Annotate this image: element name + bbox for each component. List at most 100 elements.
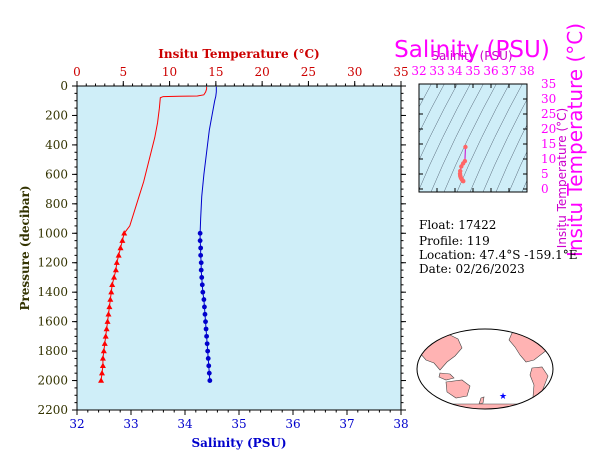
density-contour — [469, 84, 523, 192]
temperature-marker — [99, 355, 106, 361]
ts-point — [463, 144, 468, 150]
salinity-marker — [201, 297, 207, 302]
pressure-tick-label: 2000 — [37, 374, 68, 388]
float-info: Float: 17422 Profile: 119 Location: 47.4… — [419, 218, 577, 276]
ts-temperature-title-small: Insitu Temperature (°C) — [555, 108, 569, 248]
temperature-marker — [111, 274, 118, 280]
pressure-tick-label: 0 — [60, 79, 68, 93]
ts-salinity-title-small: Salinity (PSU) — [431, 49, 512, 63]
profile-chart: 0 5 10 15 20 25 30 35 32 33 34 35 36 37 38 0 200 400 600… — [18, 47, 409, 450]
float-location: Location: 47.4°S -159.1°E — [419, 248, 577, 262]
salinity-axis-title: Salinity (PSU) — [191, 436, 286, 450]
pressure-tick-label: 600 — [45, 167, 68, 181]
temperature-tick-label: 10 — [162, 65, 177, 79]
temperature-axis-title: Insitu Temperature (°C) — [158, 47, 319, 61]
temperature-tick-labels: 0 5 10 15 20 25 30 35 — [73, 65, 408, 79]
ts-temperature-tick-label: 15 — [541, 137, 556, 151]
salinity-marker — [198, 260, 204, 266]
salinity-marker — [200, 289, 206, 295]
density-contour — [482, 98, 527, 192]
salinity-marker — [205, 348, 211, 354]
ts-point — [461, 179, 466, 184]
salinity-marker — [199, 282, 205, 288]
temperature-marker — [112, 266, 119, 273]
salinity-marker — [204, 333, 210, 339]
map-outline — [416, 328, 554, 410]
profile-date: Date: 02/26/2023 — [419, 262, 525, 276]
salinity-marker — [198, 245, 204, 251]
temperature-marker — [98, 377, 105, 383]
temperature-marker — [107, 296, 114, 302]
ts-temperature-tick-label: 25 — [541, 107, 556, 121]
density-contour — [430, 84, 484, 192]
salinity-tick-label: 36 — [285, 417, 300, 431]
temperature-tick-label: 0 — [73, 65, 81, 79]
ts-salinity-tick-label: 38 — [519, 64, 534, 78]
salinity-marker — [206, 363, 212, 369]
pressure-tick-label: 1800 — [37, 344, 68, 358]
ts-point — [459, 164, 464, 169]
pressure-tick-label: 1000 — [37, 226, 68, 240]
temperature-marker — [101, 340, 108, 346]
salinity-marker — [205, 356, 211, 361]
density-contour — [495, 124, 527, 192]
ts-series — [457, 144, 468, 184]
salinity-marker — [203, 326, 209, 332]
temperature-marker — [100, 347, 107, 354]
ts-plot-area — [419, 84, 527, 192]
salinity-tick-label: 34 — [177, 417, 193, 431]
ts-salinity-title: Salinity (PSU) — [394, 37, 550, 63]
float-position-marker: ★ — [499, 392, 507, 402]
pressure-tick-label: 2200 — [37, 403, 68, 417]
pressure-tick-label: 400 — [45, 138, 68, 152]
temperature-tick-label: 5 — [119, 65, 127, 79]
salinity-marker — [206, 370, 212, 376]
temperature-tick-label: 15 — [208, 65, 223, 79]
temperature-tick-label: 30 — [347, 65, 362, 79]
salinity-marker — [202, 304, 207, 310]
ts-temperature-tick-label: 30 — [541, 92, 556, 106]
density-contour — [508, 150, 527, 192]
ts-temperature-title: Insitu Temperature (°C) — [563, 23, 587, 257]
density-contours — [419, 84, 527, 192]
ts-plot-frame — [418, 83, 528, 193]
salinity-marker — [199, 275, 205, 280]
pressure-axis-title: Pressure (decibar) — [18, 185, 32, 310]
ts-temperature-tick-label: 35 — [541, 77, 556, 91]
ts-salinity-tick-label: 32 — [411, 64, 426, 78]
temperature-marker — [103, 325, 110, 332]
density-contour — [419, 84, 458, 161]
salinity-tick-label: 38 — [393, 417, 408, 431]
float-id: Float: 17422 — [419, 218, 496, 232]
pressure-tick-label: 1400 — [37, 285, 68, 299]
salinity-tick-label: 37 — [339, 417, 354, 431]
temperature-marker — [106, 303, 113, 310]
salinity-marker — [197, 230, 203, 236]
temperature-marker — [99, 362, 106, 369]
density-contour — [419, 84, 432, 108]
salinity-marker — [198, 252, 204, 258]
salinity-marker — [202, 311, 208, 317]
pressure-tick-label: 200 — [45, 108, 68, 122]
temperature-marker — [109, 281, 116, 288]
pressure-tick-label: 800 — [45, 197, 68, 211]
profile-plot-frame — [76, 85, 402, 411]
salinity-marker — [203, 319, 208, 325]
ts-temperature-tick-label: 10 — [541, 152, 556, 166]
temperature-marker — [102, 333, 109, 339]
temperature-marker — [117, 244, 124, 251]
temperature-marker — [119, 237, 126, 243]
salinity-marker — [197, 238, 203, 244]
ts-temperature-tick-label: 0 — [541, 182, 549, 196]
salinity-marker — [204, 341, 210, 347]
ts-temperature-tick-label: 5 — [541, 167, 549, 181]
ts-salinity-tick-label: 35 — [465, 64, 480, 78]
density-contour — [419, 84, 445, 134]
profile-series — [98, 86, 217, 383]
temperature-marker — [121, 230, 128, 236]
salinity-marker — [207, 378, 213, 383]
salinity-tick-label: 35 — [231, 417, 246, 431]
temperature-tick-label: 20 — [255, 65, 270, 79]
